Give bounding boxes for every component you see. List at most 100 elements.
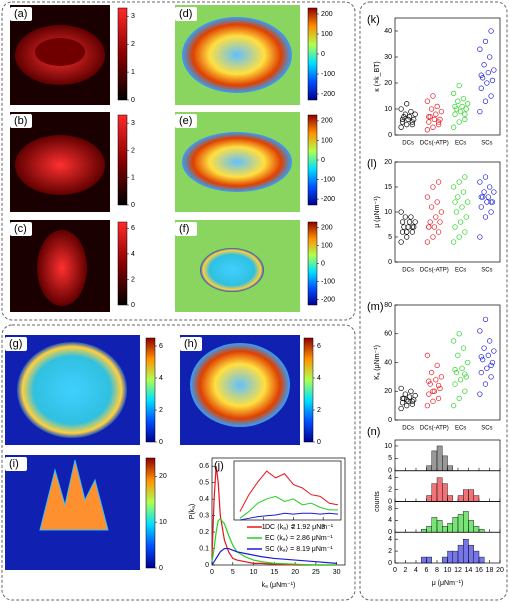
point: [409, 398, 415, 404]
point: [464, 199, 471, 205]
cell-d: [182, 17, 292, 93]
x-tick-label: 3: [321, 524, 325, 531]
point: [477, 328, 483, 334]
panel-label: (e): [179, 115, 192, 127]
panel-label: (d): [179, 8, 192, 20]
plot-frame: [394, 17, 501, 136]
point: [399, 219, 406, 225]
point: [482, 38, 489, 45]
y-axis-label: counts: [374, 491, 381, 512]
point: [408, 388, 414, 394]
colorbar-tick-label: 2: [317, 407, 321, 414]
y-tick-label: 4: [388, 536, 392, 543]
point: [408, 214, 414, 220]
y-tick-label: 2: [388, 486, 392, 493]
point: [456, 179, 462, 185]
point: [456, 331, 462, 337]
point: [481, 62, 487, 68]
hist-bar: [431, 483, 438, 502]
point: [430, 124, 436, 130]
point: [481, 189, 487, 195]
point: [412, 111, 418, 117]
point: [480, 356, 486, 363]
point: [485, 194, 491, 200]
hist-bar: [447, 523, 453, 533]
x-tick-label: DCs: [402, 141, 414, 147]
y-tick-label: 40: [384, 28, 392, 35]
point: [477, 46, 483, 52]
colorbar-tick-label: 0: [131, 202, 135, 209]
label-box: [10, 222, 32, 236]
point: [452, 224, 458, 230]
y-tick-label: 0: [388, 417, 392, 424]
point: [450, 338, 457, 344]
point: [462, 371, 468, 377]
label-box: [10, 114, 32, 128]
point: [424, 127, 431, 133]
colorbar-tick-label: -100: [321, 71, 335, 78]
point: [406, 394, 413, 400]
x-tick-label: ECs: [455, 426, 466, 432]
point: [464, 101, 471, 107]
point: [452, 367, 458, 373]
point: [399, 116, 406, 123]
x-tick-label: ECs: [455, 268, 466, 274]
panel-label: (f): [179, 223, 189, 235]
cell-e: [182, 132, 292, 192]
hist-bar: [457, 544, 464, 564]
point: [434, 362, 440, 369]
y-tick-label: 60: [384, 331, 392, 338]
point: [399, 229, 406, 235]
x-tick-label: 4: [414, 567, 418, 574]
point: [487, 54, 493, 60]
series-line: [211, 518, 337, 566]
point: [491, 348, 497, 354]
point: [411, 224, 417, 230]
point: [478, 85, 484, 91]
y-tick-label: 0: [388, 560, 392, 567]
frame-top: [1, 1, 356, 321]
point: [460, 345, 467, 351]
hist-bar: [426, 495, 432, 502]
point: [462, 116, 468, 123]
colorbar-tick-label: -200: [321, 196, 335, 203]
hist-bar: [442, 556, 448, 564]
colorbar-tick-label: 100: [321, 137, 333, 144]
inset-line: [239, 495, 339, 519]
colorbar-tick-label: -200: [321, 296, 335, 303]
panel-label: (g): [9, 338, 22, 350]
y-tick-label: 30: [384, 54, 392, 61]
x-axis-label: kₐ (μNm⁻¹): [262, 582, 296, 589]
point: [435, 121, 442, 128]
label-box: [175, 114, 197, 128]
hist-bar: [468, 544, 474, 564]
x-tick-label: SCs: [481, 141, 492, 147]
colorbar-tick-label: 0: [159, 439, 163, 446]
panel-label: (h): [184, 338, 197, 350]
label-box: [5, 337, 27, 351]
point: [463, 106, 469, 112]
point: [406, 219, 413, 225]
point: [450, 90, 457, 97]
hist-bar: [436, 477, 443, 502]
colorbar-tick-label: 2: [159, 407, 163, 414]
x-tick-label: 6: [425, 567, 429, 574]
point: [398, 106, 404, 112]
point: [488, 374, 494, 380]
y-tick-label: 0: [388, 132, 392, 139]
point: [456, 395, 462, 402]
colorbar: [145, 457, 156, 569]
colorbar-tick-label: 1: [131, 175, 135, 182]
y-tick-label: 0.1: [199, 545, 209, 552]
hist-bar: [442, 483, 448, 502]
point: [462, 111, 468, 117]
point: [484, 365, 490, 371]
point: [412, 392, 418, 399]
colorbar-tick-label: 0: [131, 302, 135, 309]
point: [401, 114, 407, 120]
point: [434, 199, 440, 205]
colorbar-tick-label: 1: [131, 69, 135, 76]
colorbar: [117, 221, 128, 306]
point: [437, 219, 443, 225]
panel-label: (a): [14, 8, 27, 20]
